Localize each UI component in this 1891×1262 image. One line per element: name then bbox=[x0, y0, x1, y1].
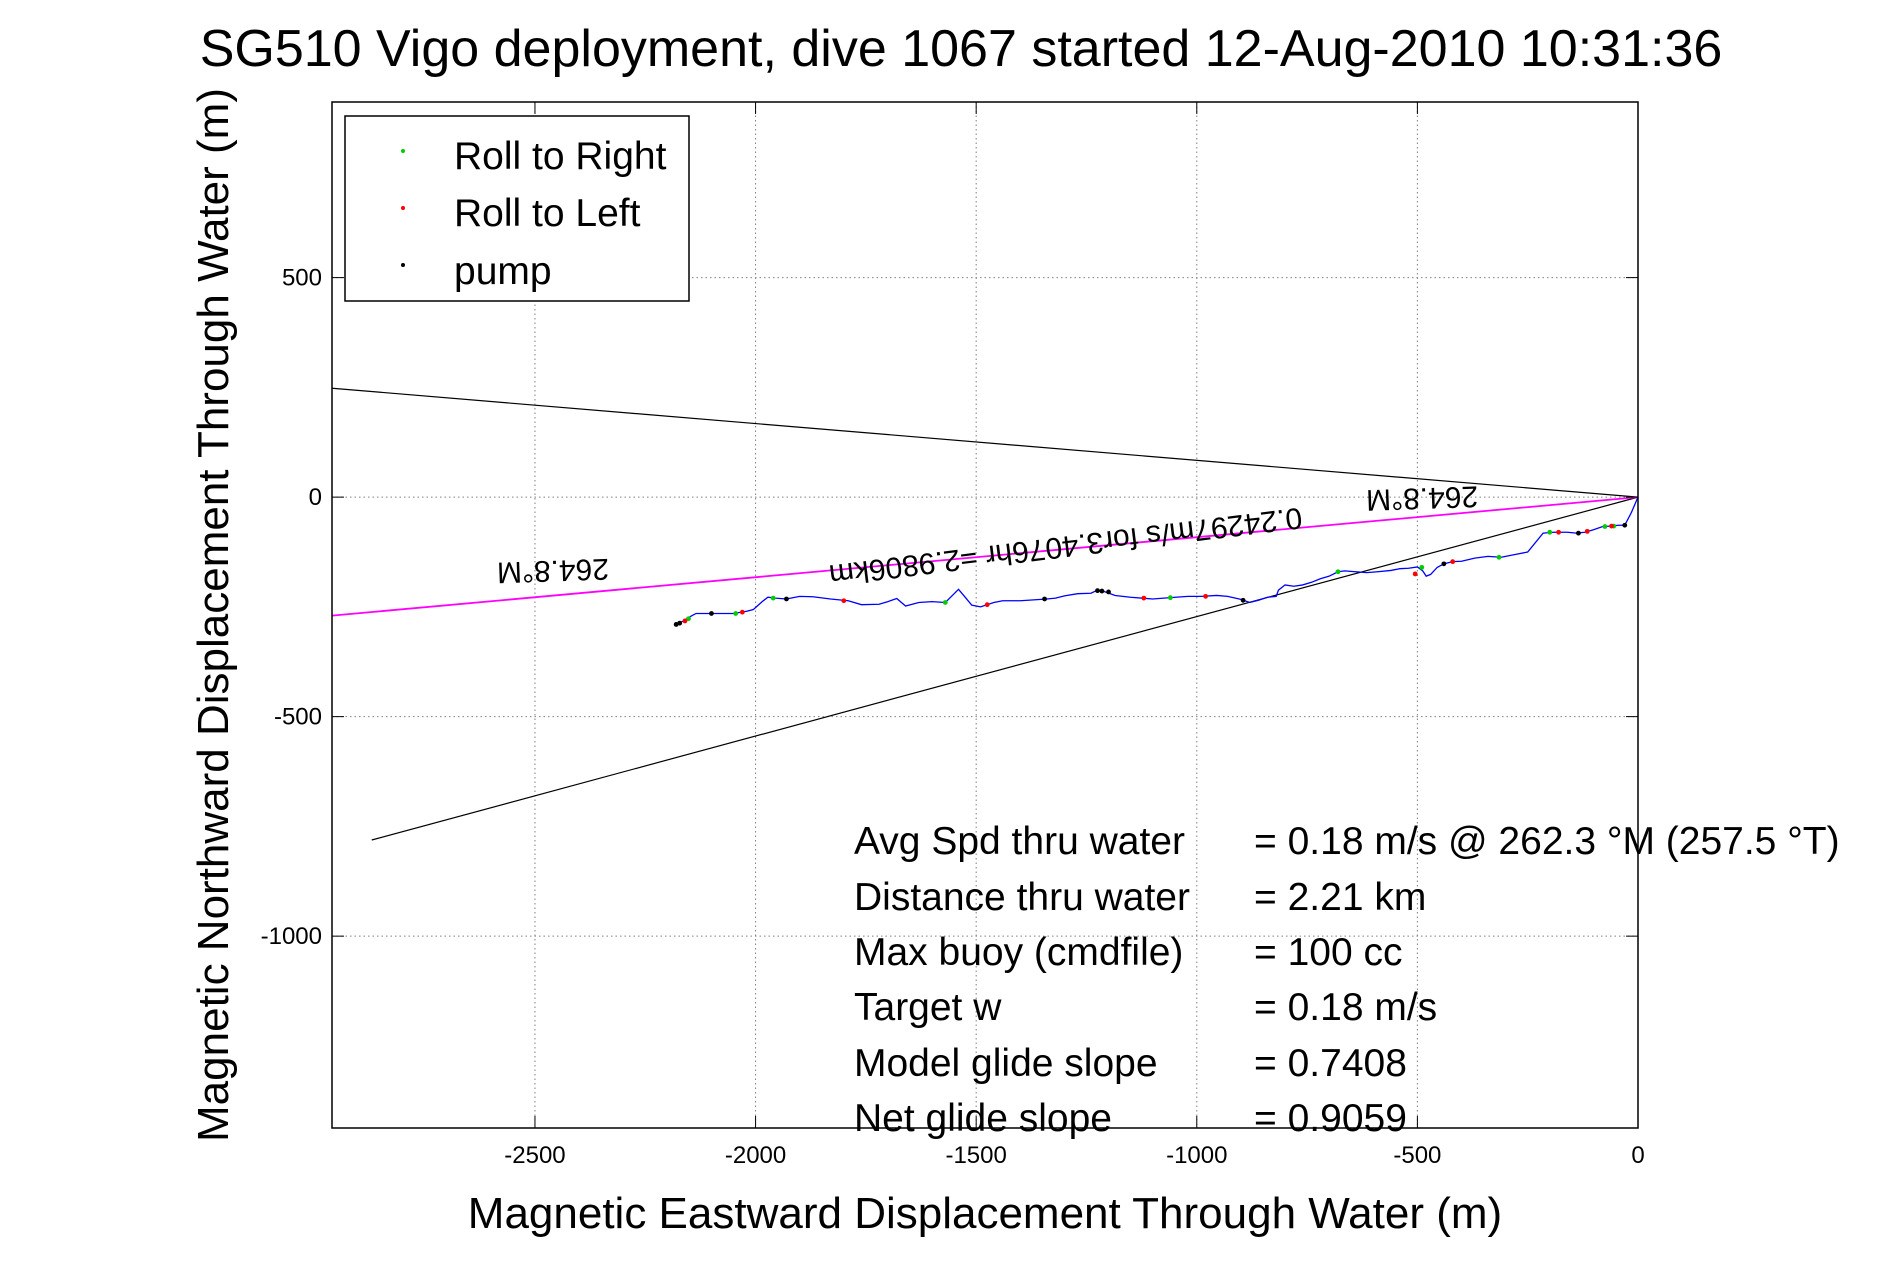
axes-frame bbox=[331, 101, 1639, 1129]
pump-marker bbox=[1240, 597, 1246, 603]
roll-right-marker bbox=[1602, 524, 1608, 529]
pump-marker bbox=[1576, 530, 1581, 536]
legend: Roll to Right Roll to Left pump bbox=[344, 115, 690, 302]
summary-value: = 100 cc bbox=[1254, 931, 1403, 974]
y-tick-label: 0 bbox=[309, 484, 322, 511]
summary-value: = 0.7408 bbox=[1254, 1042, 1407, 1085]
summary-label: Net glide slope bbox=[854, 1097, 1112, 1140]
track-layer bbox=[675, 496, 1639, 626]
roll-left-marker bbox=[682, 618, 688, 624]
legend-marker-roll-right bbox=[401, 149, 405, 153]
roll-right-marker bbox=[733, 611, 739, 616]
summary-label: Distance thru water bbox=[854, 876, 1190, 919]
roll-left-marker bbox=[1141, 595, 1147, 601]
legend-label-roll-right: Roll to Right bbox=[454, 135, 667, 178]
pump-marker bbox=[1622, 522, 1628, 528]
y-tick-label: -1000 bbox=[261, 923, 322, 950]
x-tick-label: -2500 bbox=[504, 1142, 565, 1169]
roll-left-marker bbox=[1412, 571, 1418, 577]
y-axis-label: Magnetic Northward Displacement Through … bbox=[189, 88, 238, 1142]
pump-marker bbox=[1441, 561, 1447, 567]
pump-marker bbox=[1099, 588, 1105, 594]
summary-value: = 2.21 km bbox=[1254, 876, 1426, 919]
roll-left-marker bbox=[841, 598, 847, 604]
pump-marker bbox=[784, 596, 789, 602]
roll-left-marker bbox=[984, 602, 990, 608]
pump-marker bbox=[1106, 589, 1111, 595]
pump-marker bbox=[709, 611, 714, 616]
summary-label: Avg Spd thru water bbox=[854, 820, 1185, 863]
summary-value: = 0.18 m/s bbox=[1254, 986, 1437, 1029]
roll-right-marker bbox=[1547, 529, 1553, 535]
heading-line bbox=[331, 496, 1639, 617]
ticks: -2500 -2000 -1500 -1000 -500 0 -1000 -500 0 500 bbox=[261, 102, 1645, 1169]
roll-left-marker bbox=[1556, 529, 1561, 535]
x-tick-label: -500 bbox=[1393, 1142, 1441, 1169]
heading-annotation: 264.8°M bbox=[496, 552, 609, 589]
roll-right-marker bbox=[1419, 564, 1425, 570]
legend-label-pump: pump bbox=[454, 250, 552, 293]
roll-left-marker bbox=[1203, 593, 1209, 599]
legend-label-roll-left: Roll to Left bbox=[454, 192, 641, 235]
roll-right-marker bbox=[1167, 595, 1173, 601]
roll-right-marker bbox=[1335, 569, 1341, 575]
bound-lower-line bbox=[371, 496, 1639, 841]
roll-left-marker bbox=[739, 609, 745, 615]
x-tick-label: -1500 bbox=[945, 1142, 1006, 1169]
roll-right-marker bbox=[770, 595, 776, 601]
roll-left-marker bbox=[1584, 528, 1590, 534]
x-tick-label: -2000 bbox=[725, 1142, 786, 1169]
roll-right-marker bbox=[686, 616, 691, 622]
pump-marker bbox=[1095, 588, 1100, 594]
chart-title: SG510 Vigo deployment, dive 1067 started… bbox=[200, 20, 1723, 78]
summary-label: Model glide slope bbox=[854, 1042, 1158, 1085]
summary-label: Max buoy (cmdfile) bbox=[854, 931, 1183, 974]
legend-marker-pump bbox=[401, 263, 405, 267]
dive-track-line bbox=[675, 496, 1639, 626]
summary-block: Avg Spd thru water = 0.18 m/s @ 262.3 °M… bbox=[854, 820, 1840, 1140]
x-tick-label: 0 bbox=[1631, 1142, 1644, 1169]
roll-left-marker bbox=[1609, 523, 1614, 529]
reference-lines bbox=[331, 387, 1639, 841]
roll-right-marker bbox=[942, 600, 948, 605]
bound-upper-line bbox=[331, 387, 1639, 498]
summary-label: Target w bbox=[854, 986, 1002, 1029]
summary-value: = 0.18 m/s @ 262.3 °M (257.5 °T) bbox=[1254, 820, 1840, 863]
heading-annotation: 264.8°M bbox=[1366, 479, 1479, 516]
roll-right-marker bbox=[1496, 554, 1502, 560]
y-tick-label: 500 bbox=[282, 265, 322, 292]
summary-value: = 0.9059 bbox=[1254, 1097, 1407, 1140]
x-axis-label: Magnetic Eastward Displacement Through W… bbox=[468, 1189, 1502, 1238]
x-tick-label: -1000 bbox=[1166, 1142, 1227, 1169]
legend-marker-roll-left bbox=[401, 206, 405, 210]
y-tick-label: -500 bbox=[274, 704, 322, 731]
roll-left-marker bbox=[1450, 559, 1456, 565]
pump-marker bbox=[677, 620, 683, 626]
marker-layer bbox=[673, 522, 1628, 627]
pump-marker bbox=[1042, 596, 1047, 602]
